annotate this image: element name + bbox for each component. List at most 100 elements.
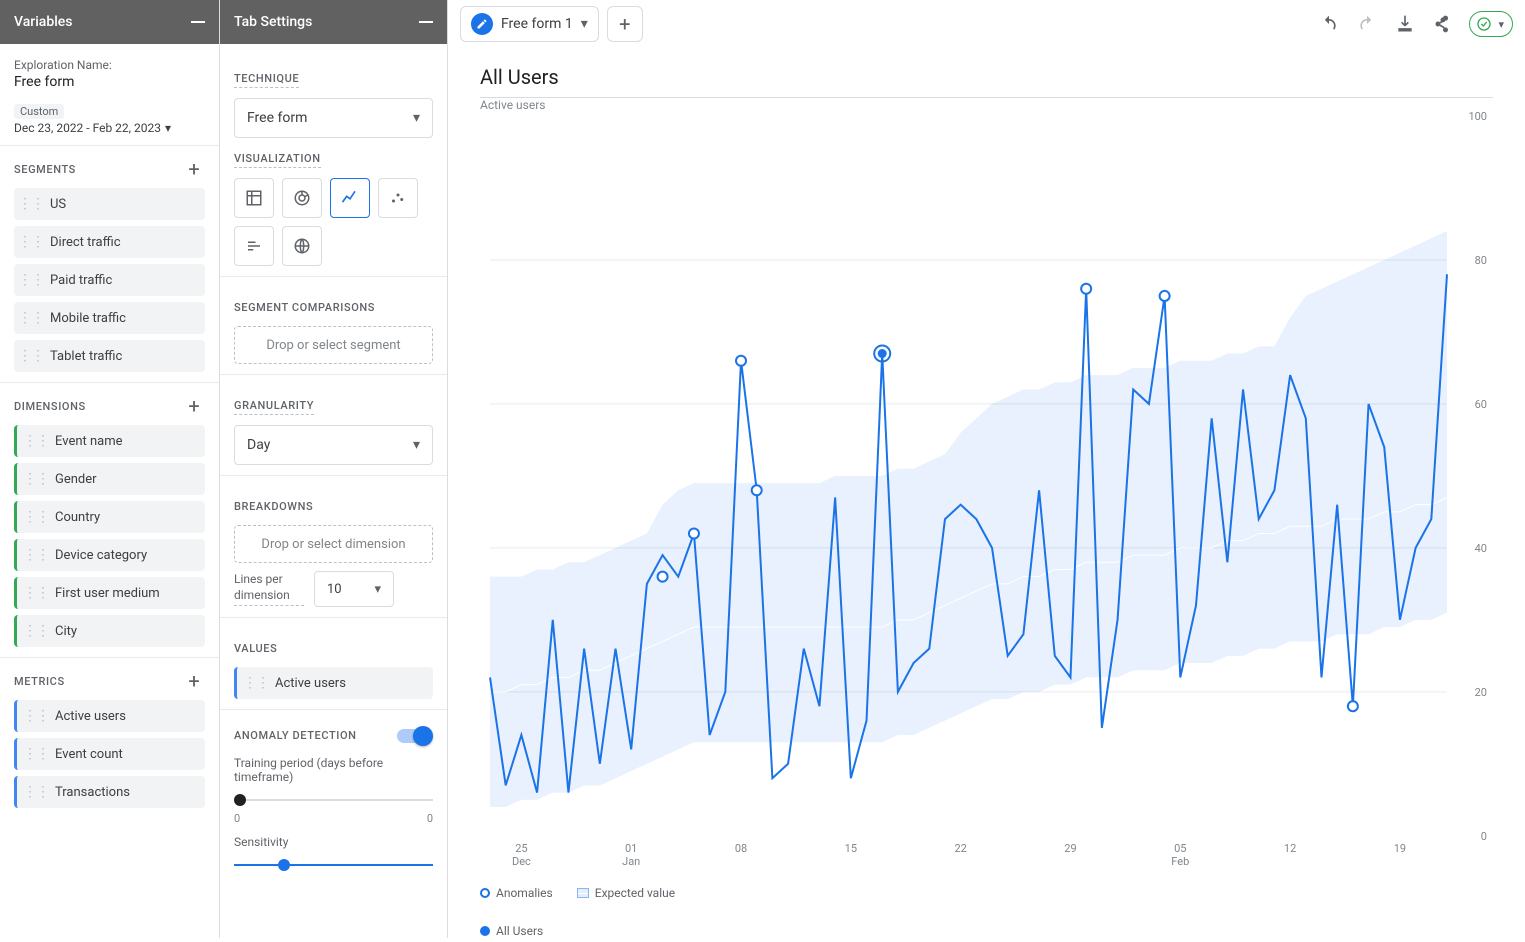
variables-panel-header: Variables <box>0 0 219 44</box>
technique-select[interactable]: Free form ▾ <box>234 98 433 138</box>
segment-dropzone[interactable]: Drop or select segment <box>234 326 433 364</box>
status-indicator[interactable]: ▾ <box>1469 11 1513 37</box>
variables-panel: Variables Exploration Name: Free form Cu… <box>0 0 220 938</box>
granularity-select[interactable]: Day ▾ <box>234 425 433 465</box>
lines-per-dimension-select[interactable]: 10 ▾ <box>314 571 394 607</box>
edit-icon <box>471 13 493 35</box>
caret-down-icon: ▾ <box>413 110 420 126</box>
segment-chip[interactable]: ⋮⋮Direct traffic <box>14 226 205 258</box>
viz-scatter-button[interactable] <box>378 178 418 218</box>
tab-settings-title: Tab Settings <box>234 14 312 30</box>
variables-panel-title: Variables <box>14 14 72 30</box>
svg-text:40: 40 <box>1475 542 1487 555</box>
viz-geo-button[interactable] <box>282 226 322 266</box>
exploration-name[interactable]: Free form <box>14 74 205 90</box>
download-button[interactable] <box>1393 12 1417 36</box>
caret-down-icon: ▾ <box>413 437 420 453</box>
date-range-picker[interactable]: Dec 23, 2022 - Feb 22, 2023 ▾ <box>14 121 205 135</box>
collapse-variables-icon[interactable] <box>191 21 205 23</box>
line-chart: 02040608010025Dec01Jan0815222905Feb1219 <box>480 112 1493 880</box>
drag-handle-icon: ⋮⋮ <box>243 675 269 691</box>
tab-bar: Free form 1 ▾ + ▾ <box>448 0 1525 49</box>
technique-value: Free form <box>247 110 307 126</box>
main-area: Free form 1 ▾ + ▾ All Users Active users <box>448 0 1525 938</box>
active-tab[interactable]: Free form 1 ▾ <box>460 6 599 42</box>
chart-title: All Users <box>480 65 1493 89</box>
add-dimension-button[interactable]: + <box>183 395 205 417</box>
viz-bar-button[interactable] <box>234 226 274 266</box>
svg-text:19: 19 <box>1394 842 1406 855</box>
add-segment-button[interactable]: + <box>183 158 205 180</box>
drag-handle-icon: ⋮⋮ <box>23 623 49 639</box>
drag-handle-icon: ⋮⋮ <box>23 746 49 762</box>
sensitivity-slider[interactable] <box>234 855 433 875</box>
sensitivity-label: Sensitivity <box>234 835 433 849</box>
breakdowns-label: BREAKDOWNS <box>234 500 313 515</box>
dimensions-label: DIMENSIONS <box>14 400 86 413</box>
svg-text:22: 22 <box>954 842 966 855</box>
chart-legend: Anomalies Expected value All Users <box>480 886 1493 938</box>
svg-text:60: 60 <box>1475 398 1487 411</box>
drag-handle-icon: ⋮⋮ <box>23 547 49 563</box>
drag-handle-icon: ⋮⋮ <box>18 196 44 212</box>
viz-line-button[interactable] <box>330 178 370 218</box>
segment-chip[interactable]: ⋮⋮US <box>14 188 205 220</box>
svg-text:Feb: Feb <box>1171 855 1189 868</box>
series-dot-icon <box>480 926 490 936</box>
svg-text:08: 08 <box>735 842 747 855</box>
svg-text:15: 15 <box>845 842 857 855</box>
chart-subtitle: Active users <box>480 98 1493 112</box>
metric-chip[interactable]: ⋮⋮Transactions <box>14 776 205 808</box>
svg-text:100: 100 <box>1468 112 1487 123</box>
training-period-label: Training period (days before timeframe) <box>234 756 433 784</box>
anomaly-detection-label: ANOMALY DETECTION <box>234 729 357 744</box>
dimension-chip[interactable]: ⋮⋮City <box>14 615 205 647</box>
drag-handle-icon: ⋮⋮ <box>23 433 49 449</box>
viz-donut-button[interactable] <box>282 178 322 218</box>
caret-down-icon: ▾ <box>581 16 588 32</box>
segments-label: SEGMENTS <box>14 163 76 176</box>
drag-handle-icon: ⋮⋮ <box>23 471 49 487</box>
segment-chip[interactable]: ⋮⋮Paid traffic <box>14 264 205 296</box>
viz-table-button[interactable] <box>234 178 274 218</box>
caret-down-icon: ▾ <box>1498 18 1504 31</box>
metric-chip[interactable]: ⋮⋮Active users <box>234 667 433 699</box>
date-range-text: Dec 23, 2022 - Feb 22, 2023 <box>14 121 161 135</box>
share-button[interactable] <box>1431 12 1455 36</box>
metric-chip[interactable]: ⋮⋮Event count <box>14 738 205 770</box>
svg-text:01: 01 <box>625 842 637 855</box>
caret-down-icon: ▾ <box>374 582 381 597</box>
svg-text:12: 12 <box>1284 842 1296 855</box>
dimension-chip[interactable]: ⋮⋮Country <box>14 501 205 533</box>
values-label: VALUES <box>234 642 277 657</box>
svg-text:20: 20 <box>1475 686 1487 699</box>
drag-handle-icon: ⋮⋮ <box>23 509 49 525</box>
dimension-chip[interactable]: ⋮⋮First user medium <box>14 577 205 609</box>
visualization-picker <box>234 178 433 266</box>
metric-chip[interactable]: ⋮⋮Active users <box>14 700 205 732</box>
segment-chip[interactable]: ⋮⋮Tablet traffic <box>14 340 205 372</box>
legend-series: All Users <box>480 924 1493 938</box>
add-tab-button[interactable]: + <box>607 6 643 42</box>
breakdowns-dropzone[interactable]: Drop or select dimension <box>234 525 433 563</box>
granularity-value: Day <box>247 437 270 453</box>
tab-settings-header: Tab Settings <box>220 0 447 44</box>
drag-handle-icon: ⋮⋮ <box>23 784 49 800</box>
add-metric-button[interactable]: + <box>183 670 205 692</box>
anomaly-detection-toggle[interactable] <box>397 726 433 746</box>
legend-expected: Expected value <box>577 886 675 900</box>
undo-button[interactable] <box>1317 12 1341 36</box>
svg-text:05: 05 <box>1174 842 1186 855</box>
dimension-chip[interactable]: ⋮⋮Device category <box>14 539 205 571</box>
training-period-slider[interactable] <box>234 790 433 810</box>
redo-button[interactable] <box>1355 12 1379 36</box>
dimension-chip[interactable]: ⋮⋮Gender <box>14 463 205 495</box>
date-range-badge: Custom <box>14 104 64 119</box>
exploration-name-label: Exploration Name: <box>14 58 205 72</box>
collapse-tab-settings-icon[interactable] <box>419 21 433 23</box>
segment-chip[interactable]: ⋮⋮Mobile traffic <box>14 302 205 334</box>
active-tab-label: Free form 1 <box>501 16 573 32</box>
dimension-chip[interactable]: ⋮⋮Event name <box>14 425 205 457</box>
segment-comparisons-label: SEGMENT COMPARISONS <box>234 301 375 316</box>
visualization-label: VISUALIZATION <box>234 152 321 168</box>
